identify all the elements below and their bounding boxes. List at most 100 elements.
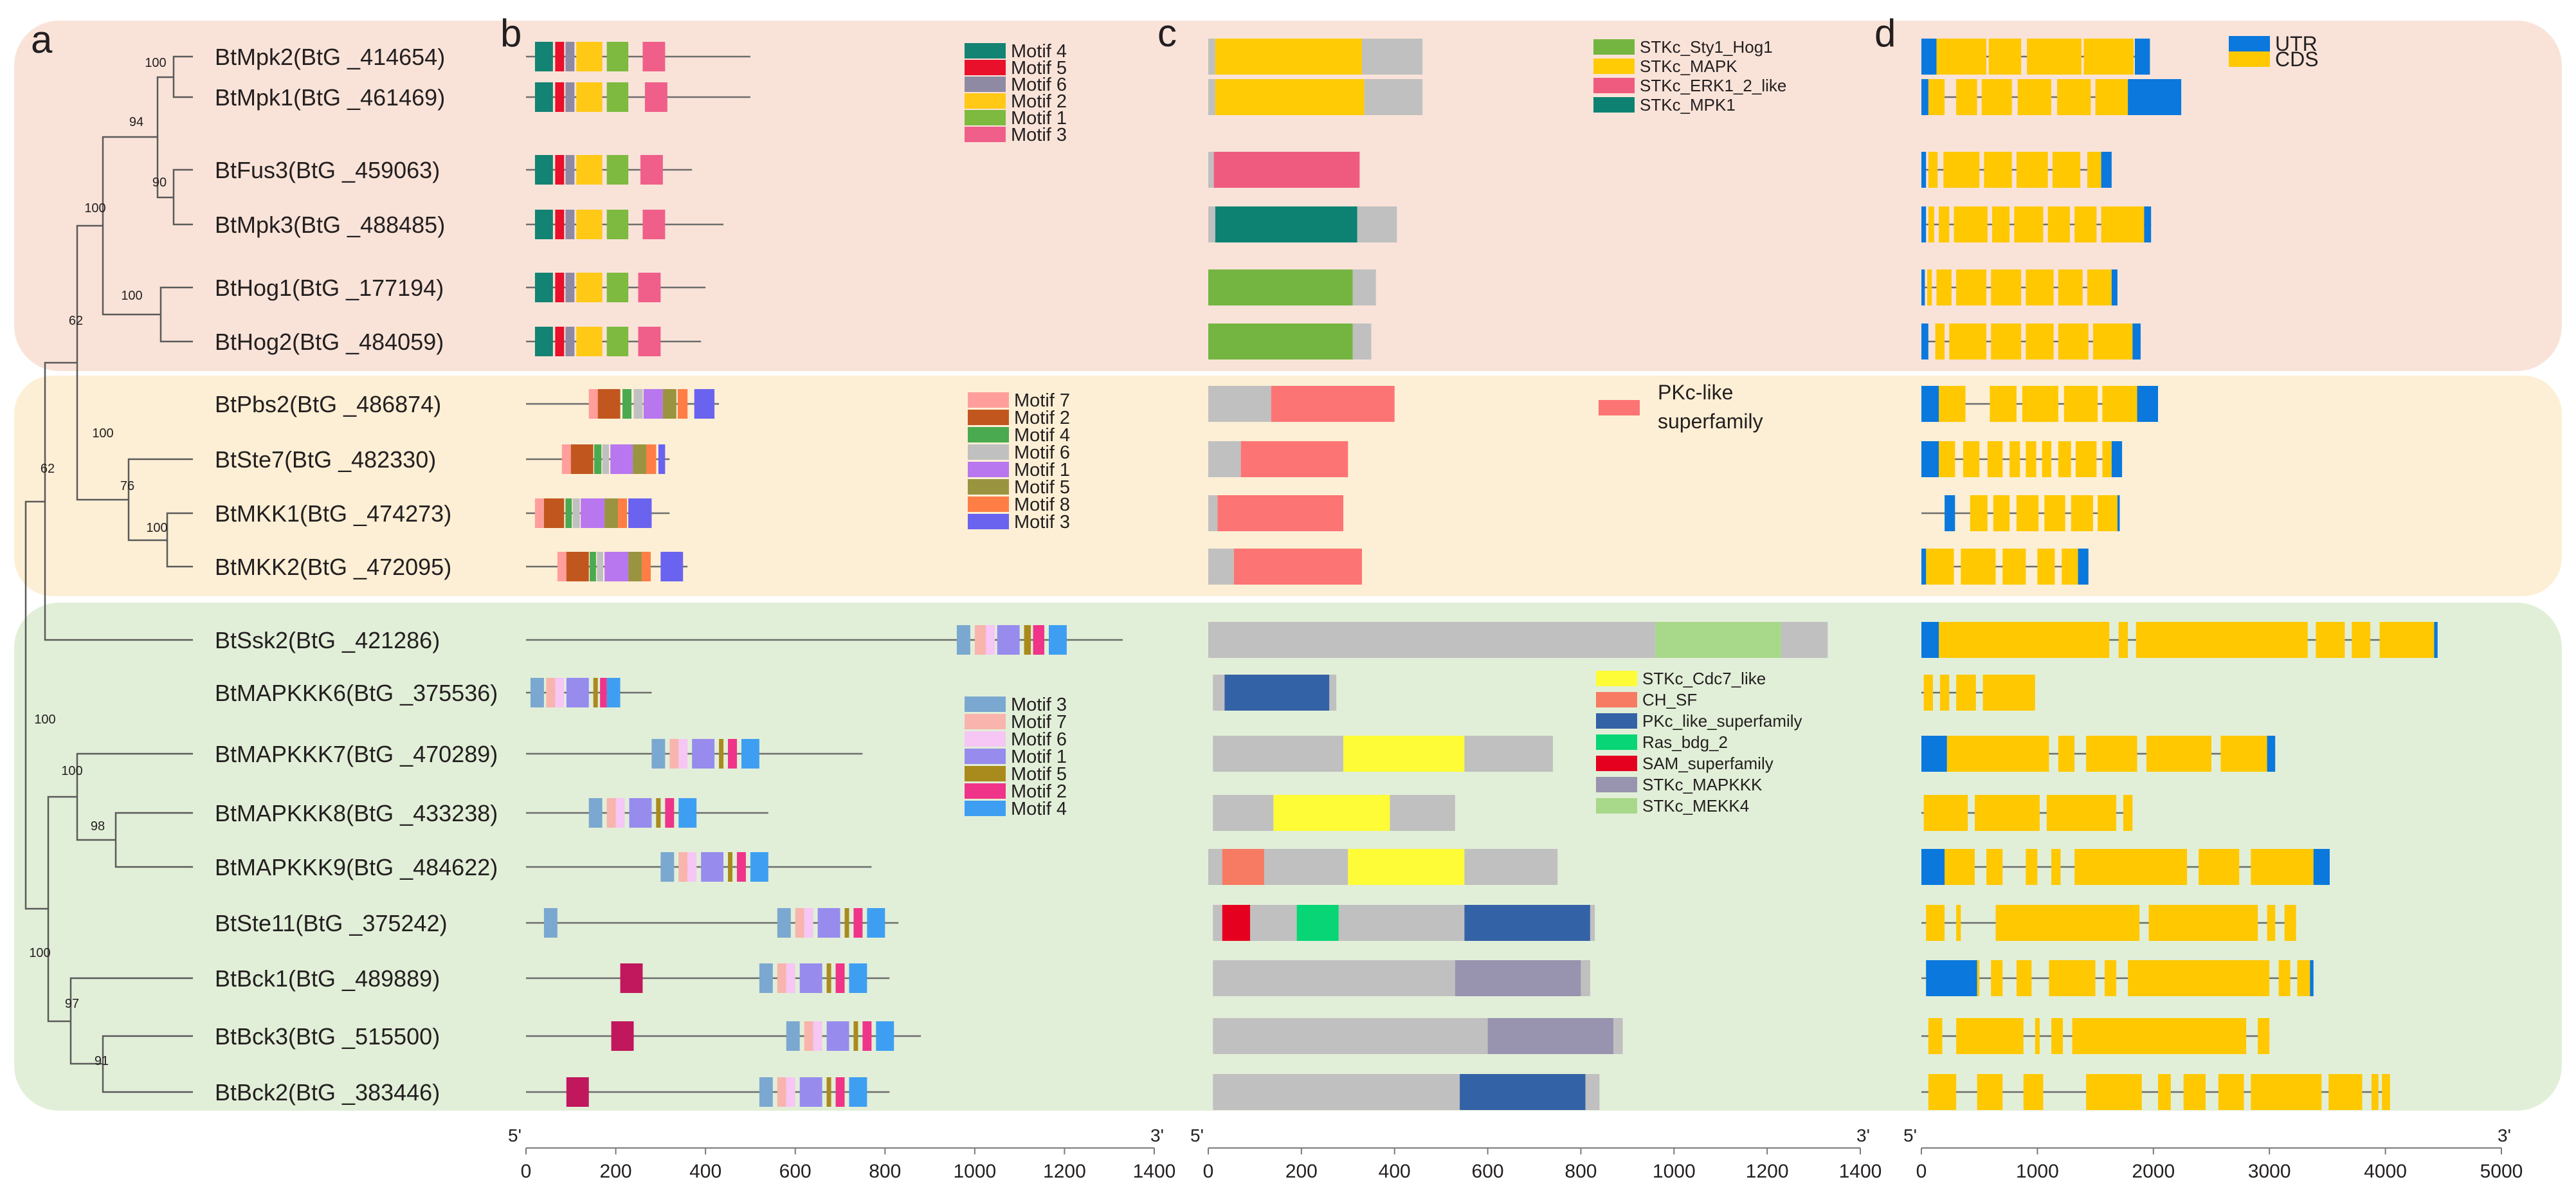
legend-swatch [968, 479, 1009, 495]
panel-d-gene-structure [1921, 39, 2438, 1110]
cds-block [2158, 1074, 2171, 1110]
domain-segment [1352, 269, 1376, 305]
motif-box [642, 552, 651, 581]
cds-block [1949, 323, 1987, 360]
domain-segment [1655, 622, 1781, 658]
motif-box [678, 798, 697, 828]
motif-box [813, 1021, 822, 1051]
bootstrap-value: 62 [41, 462, 55, 476]
domain-segment [1213, 1074, 1460, 1110]
cds-block [1946, 736, 2049, 772]
legend-label: CH_SF [1642, 690, 1697, 709]
legend-label: Motif 5 [1011, 764, 1067, 785]
phylogenetic-tree [24, 55, 193, 1093]
legend-swatch [968, 410, 1009, 425]
cds-block [1970, 495, 1988, 531]
cds-block [1926, 905, 1945, 941]
motif-box [534, 210, 553, 239]
motif-box [606, 42, 629, 71]
legend-label: Motif 1 [1011, 108, 1067, 129]
motif-box [786, 963, 795, 993]
motif-box [728, 852, 733, 882]
domain-segment [1208, 622, 1656, 658]
legend-swatch [965, 766, 1006, 781]
bootstrap-value: 90 [152, 176, 167, 190]
legend-swatch [1593, 39, 1635, 55]
motif-box [644, 82, 667, 112]
utr5-block [1921, 269, 1925, 305]
gene-label: BtMpk2(BtG _414654) [215, 44, 445, 70]
legend-label: STKc_ERK1_2_like [1640, 76, 1786, 95]
utr3-block [2267, 736, 2276, 772]
cds-block [2037, 549, 2055, 585]
cds-block [2014, 206, 2044, 242]
legend-label: Motif 4 [1011, 41, 1067, 62]
domain-segment [1240, 441, 1348, 477]
domain-segment [1296, 905, 1339, 941]
legend-label: Motif 8 [1014, 495, 1070, 515]
bootstrap-value: 100 [29, 946, 50, 960]
motif-box [759, 1077, 773, 1107]
legend-swatch [965, 43, 1006, 59]
legend-swatch [965, 110, 1006, 125]
domain-segment [1364, 79, 1423, 115]
scale-tick-label: 600 [779, 1161, 812, 1182]
domain-segment [1208, 79, 1215, 115]
cds-block [2058, 441, 2071, 477]
utr5-block [1926, 960, 1977, 996]
cds-block [2051, 1018, 2064, 1054]
utr5-block [1921, 386, 1939, 422]
legend-swatch [1593, 59, 1635, 74]
domain-segment [1250, 905, 1297, 941]
legend-swatch [965, 127, 1006, 142]
motif-box [974, 625, 986, 655]
motif-box [956, 625, 970, 655]
cds-block [2087, 269, 2112, 305]
scale-tick-label: 400 [1379, 1161, 1411, 1182]
domain-segment [1352, 323, 1372, 360]
bootstrap-value: 76 [120, 479, 134, 493]
domain-segment [1208, 152, 1214, 188]
cds-block [2051, 849, 2061, 885]
legend-swatch [968, 444, 1009, 460]
motif-box [646, 444, 657, 474]
cds-block [1928, 1074, 1957, 1110]
legend-label: Motif 3 [1011, 125, 1067, 145]
domain-segment [1213, 675, 1225, 711]
cds-block [1956, 905, 1961, 941]
scale-tick-label: 400 [689, 1161, 721, 1182]
motif-box [651, 739, 666, 769]
utr3-block [2111, 269, 2118, 305]
utr5-block [1921, 549, 1927, 585]
domain-segment [1208, 495, 1218, 531]
legend-swatch [1593, 78, 1635, 93]
scale-tick-label: 1000 [953, 1161, 996, 1182]
cds-block [2128, 960, 2270, 996]
scale-3prime-label: 3' [1150, 1125, 1164, 1145]
motif-box [658, 444, 666, 474]
cds-block [1991, 269, 2022, 305]
cds-block [2046, 795, 2117, 831]
cds-block [2146, 736, 2211, 772]
cds-block [2022, 386, 2058, 422]
motif-box [565, 210, 575, 239]
motif-box [853, 908, 863, 938]
motif-box [557, 552, 567, 581]
legend-label: STKc_MEKK4 [1642, 796, 1749, 815]
domain-segment [1590, 905, 1595, 941]
scale-tick-label: 200 [600, 1161, 632, 1182]
motif-box [662, 389, 676, 419]
domain-segment [1273, 795, 1390, 831]
cds-block [2042, 441, 2052, 477]
motif-box [565, 327, 575, 356]
motif-box [1049, 625, 1067, 655]
motif-box [534, 155, 553, 185]
domain-segment [1224, 675, 1330, 711]
domain-segment [1781, 622, 1828, 658]
domain-segment [1585, 1074, 1600, 1110]
bootstrap-value: 91 [95, 1054, 109, 1068]
cds-block [1936, 39, 1987, 75]
utr3-block [2134, 39, 2150, 75]
